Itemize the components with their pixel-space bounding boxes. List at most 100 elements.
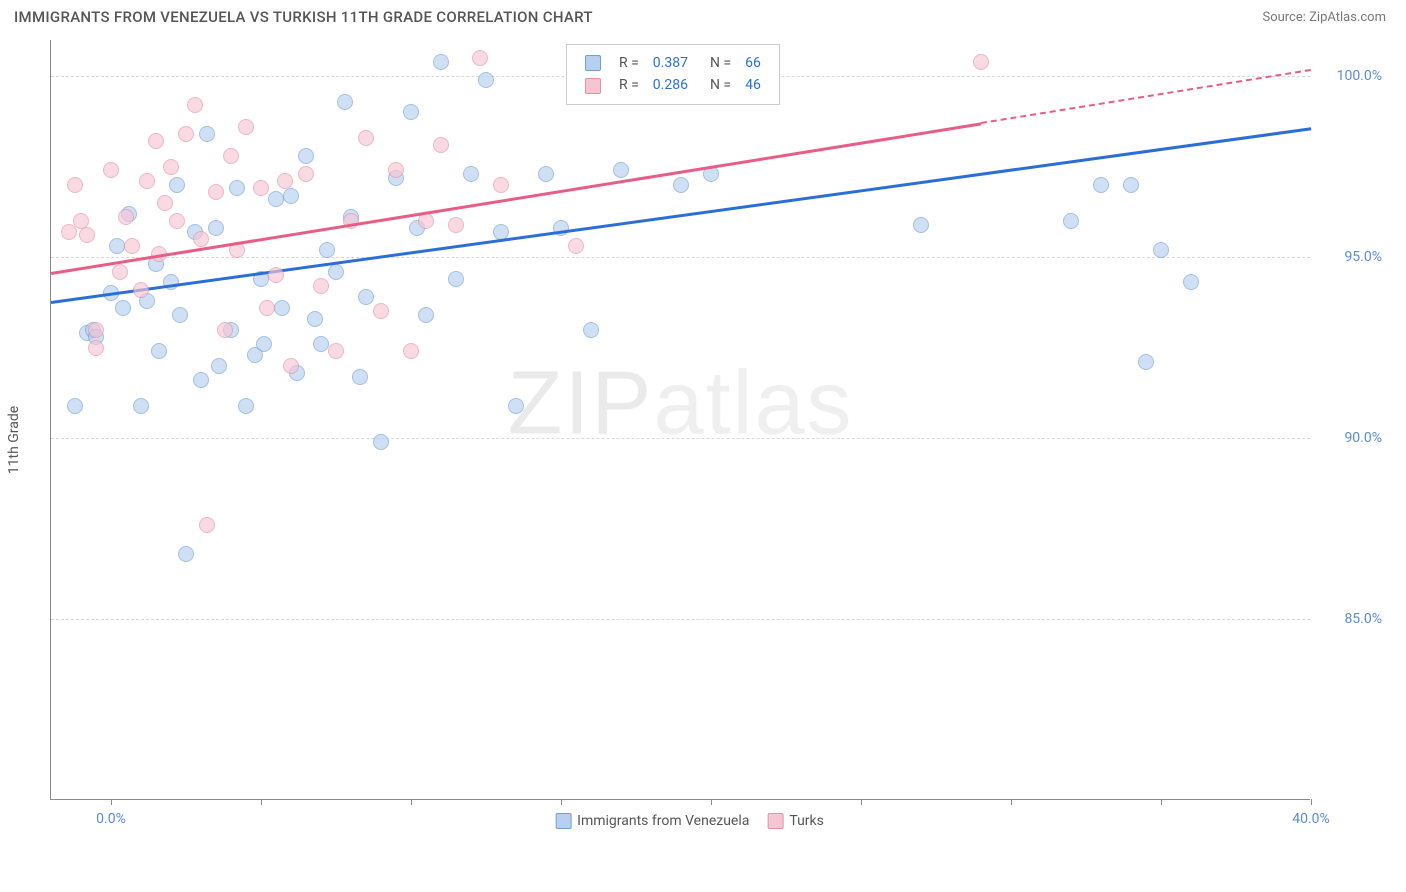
y-tick-label: 95.0% [1322,249,1382,265]
scatter-point-venezuela [337,94,353,110]
scatter-point-turks [193,231,209,247]
trend-line [51,127,1311,303]
scatter-point-turks [568,238,584,254]
scatter-point-venezuela [193,372,209,388]
legend-series: Immigrants from VenezuelaTurks [537,813,824,829]
y-tick-label: 100.0% [1322,68,1382,84]
x-tick-mark [711,799,712,805]
scatter-point-turks [79,227,95,243]
trend-line [51,122,981,274]
scatter-point-turks [187,97,203,113]
x-tick-label: 40.0% [1292,811,1330,827]
scatter-point-turks [358,130,374,146]
scatter-point-turks [217,322,233,338]
scatter-point-venezuela [298,148,314,164]
scatter-point-venezuela [208,220,224,236]
x-tick-mark [1311,799,1312,805]
chart-title: IMMIGRANTS FROM VENEZUELA VS TURKISH 11T… [14,8,593,26]
scatter-point-turks [277,173,293,189]
gridline-h [51,438,1310,439]
x-tick-mark [861,799,862,805]
scatter-point-venezuela [256,336,272,352]
scatter-point-turks [238,119,254,135]
scatter-point-turks [223,148,239,164]
scatter-point-turks [418,213,434,229]
trend-line [981,69,1311,124]
source-label: Source: ZipAtlas.com [1262,10,1386,25]
scatter-point-turks [163,159,179,175]
scatter-point-turks [103,162,119,178]
scatter-point-turks [403,343,419,359]
scatter-point-venezuela [169,177,185,193]
scatter-point-turks [88,322,104,338]
scatter-point-venezuela [583,322,599,338]
scatter-point-venezuela [1093,177,1109,193]
scatter-point-venezuela [673,177,689,193]
scatter-point-venezuela [1183,274,1199,290]
scatter-point-venezuela [358,289,374,305]
x-tick-mark [561,799,562,805]
x-tick-mark [261,799,262,805]
scatter-point-turks [157,195,173,211]
x-tick-mark [1161,799,1162,805]
scatter-point-turks [268,267,284,283]
x-tick-mark [411,799,412,805]
scatter-point-turks [373,303,389,319]
scatter-point-venezuela [1063,213,1079,229]
gridline-h [51,619,1310,620]
scatter-point-venezuela [67,398,83,414]
scatter-point-turks [88,340,104,356]
scatter-point-turks [973,54,989,70]
scatter-point-turks [208,184,224,200]
plot-area: ZIPatlas 85.0%90.0%95.0%100.0%0.0%40.0%R… [50,40,1310,800]
scatter-point-venezuela [319,242,335,258]
scatter-point-venezuela [1123,177,1139,193]
scatter-point-turks [433,137,449,153]
x-tick-mark [111,799,112,805]
scatter-point-venezuela [463,166,479,182]
scatter-point-venezuela [508,398,524,414]
scatter-point-venezuela [418,307,434,323]
scatter-point-turks [178,126,194,142]
scatter-point-venezuela [328,264,344,280]
scatter-point-venezuela [172,307,188,323]
scatter-point-venezuela [307,311,323,327]
scatter-point-venezuela [433,54,449,70]
y-axis-label: 11th Grade [6,406,22,474]
scatter-point-venezuela [268,191,284,207]
x-tick-mark [1011,799,1012,805]
scatter-point-venezuela [163,274,179,290]
scatter-point-turks [124,238,140,254]
scatter-point-venezuela [613,162,629,178]
scatter-point-venezuela [199,126,215,142]
scatter-point-venezuela [238,398,254,414]
scatter-point-turks [448,217,464,233]
scatter-point-venezuela [913,217,929,233]
scatter-point-turks [253,180,269,196]
x-tick-label: 0.0% [96,811,126,827]
scatter-point-venezuela [178,546,194,562]
scatter-point-venezuela [151,343,167,359]
scatter-point-turks [112,264,128,280]
scatter-point-venezuela [538,166,554,182]
scatter-point-turks [118,209,134,225]
scatter-point-venezuela [283,188,299,204]
scatter-point-turks [67,177,83,193]
scatter-point-venezuela [115,300,131,316]
scatter-point-venezuela [274,300,290,316]
scatter-point-turks [388,162,404,178]
scatter-point-turks [139,173,155,189]
scatter-point-turks [472,50,488,66]
scatter-point-venezuela [313,336,329,352]
scatter-point-turks [283,358,299,374]
scatter-point-turks [199,517,215,533]
scatter-point-turks [259,300,275,316]
scatter-point-venezuela [373,434,389,450]
legend-label: Turks [789,813,824,829]
scatter-point-turks [298,166,314,182]
scatter-point-turks [493,177,509,193]
scatter-point-turks [313,278,329,294]
scatter-point-turks [328,343,344,359]
legend-correlation-box: R =0.387N =66R =0.286N =46 [566,44,780,105]
scatter-point-turks [169,213,185,229]
